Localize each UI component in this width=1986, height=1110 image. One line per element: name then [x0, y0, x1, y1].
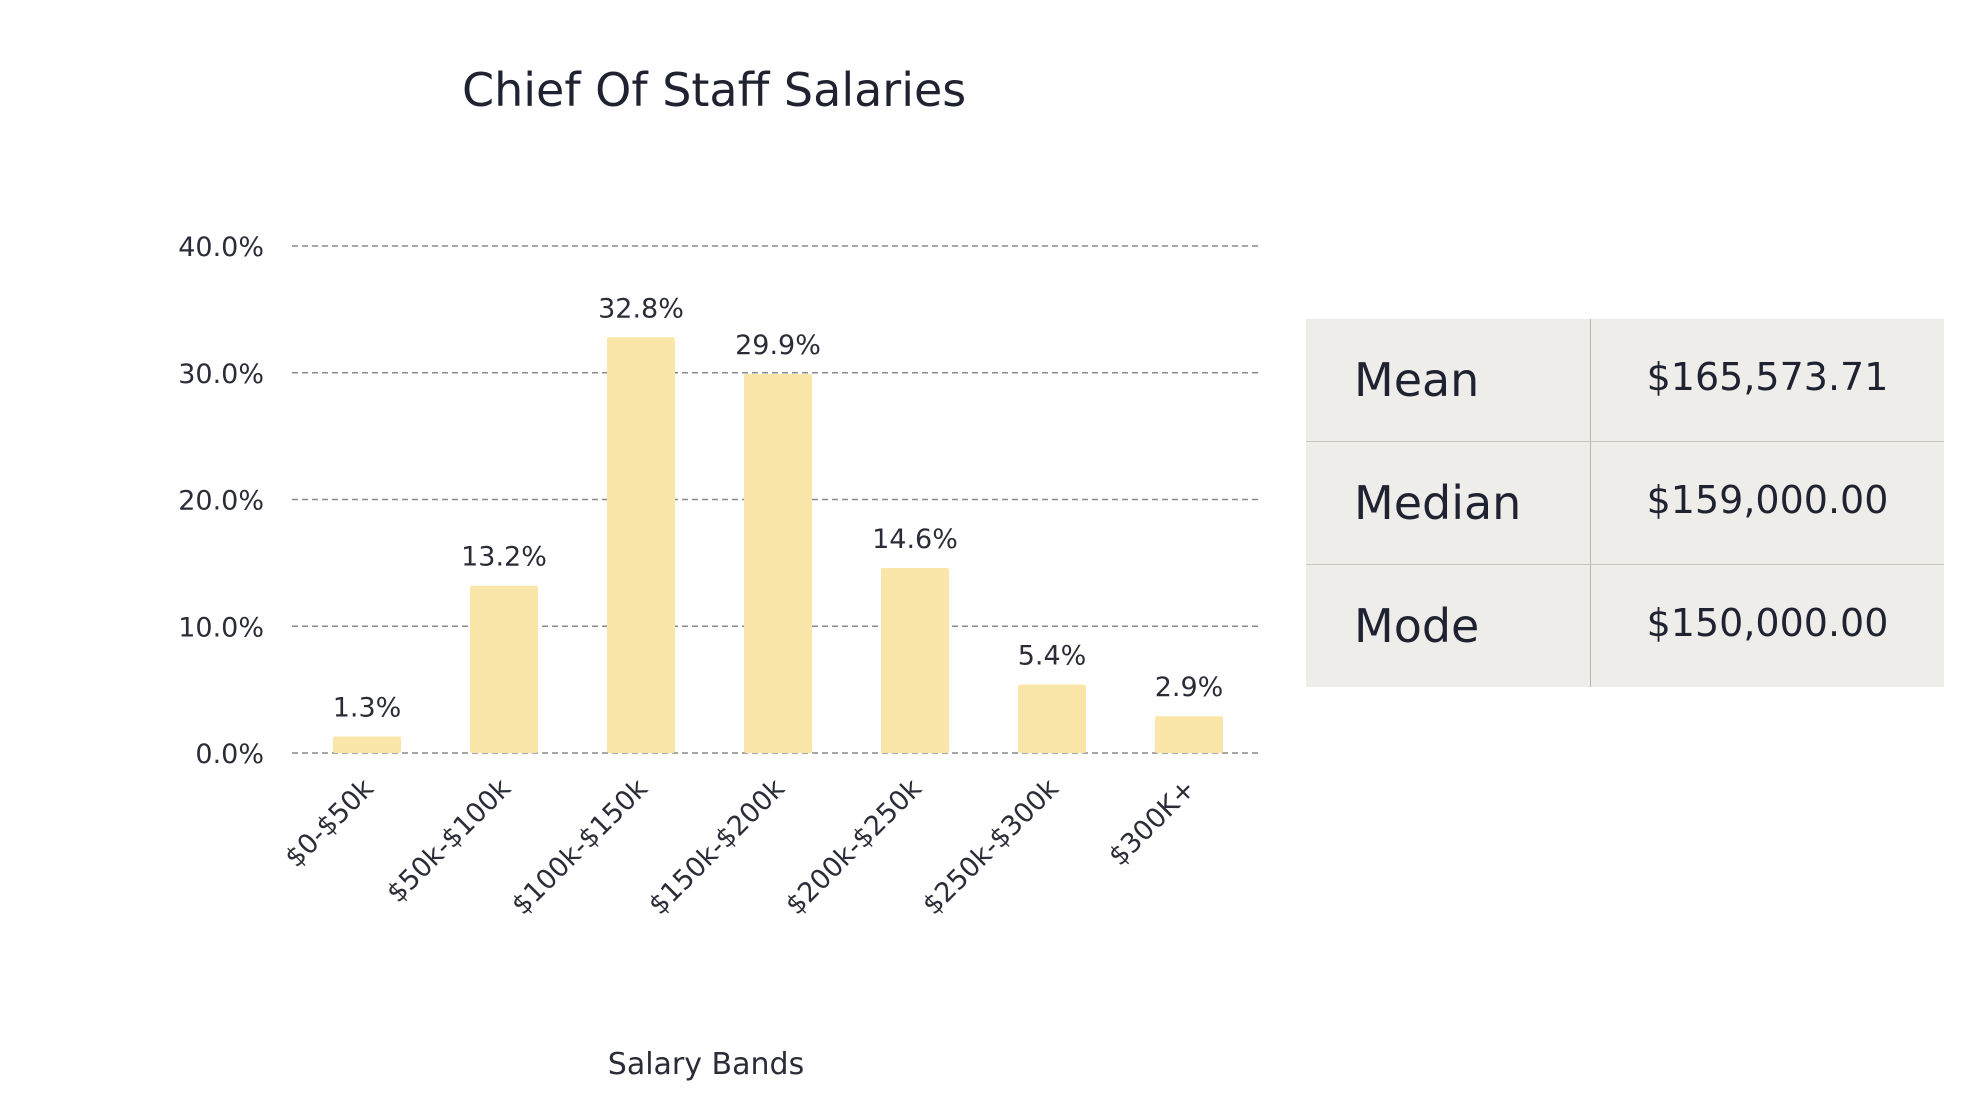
y-tick-label: 0.0%: [195, 739, 264, 770]
x-tick-label: $250k-$300k: [917, 773, 1065, 921]
x-tick-label: $100k-$150k: [506, 773, 654, 921]
stat-value: $159,000.00: [1590, 441, 1944, 565]
data-label: 32.8%: [598, 293, 684, 324]
stat-label: Mode: [1306, 564, 1591, 687]
stat-value: $165,573.71: [1590, 319, 1944, 442]
bar: [1018, 684, 1086, 753]
y-tick-label: 20.0%: [178, 486, 264, 517]
stat-label: Median: [1306, 441, 1591, 565]
data-label: 14.6%: [872, 524, 958, 555]
y-tick-label: 30.0%: [178, 359, 264, 390]
x-tick-label: $200k-$250k: [780, 773, 928, 921]
bar: [1155, 716, 1223, 753]
x-tick-label: $0-$50k: [279, 773, 380, 874]
bar: [333, 736, 401, 753]
bar: [881, 567, 949, 753]
bar: [470, 585, 538, 753]
data-label: 1.3%: [333, 693, 402, 724]
x-tick-label: $150k-$200k: [643, 773, 791, 921]
x-axis-title: Salary Bands: [608, 1047, 804, 1082]
y-tick-label: 10.0%: [178, 612, 264, 643]
stat-label: Mean: [1306, 319, 1591, 442]
data-label: 5.4%: [1018, 641, 1087, 672]
y-tick-label: 40.0%: [178, 232, 264, 263]
x-tick-label: $50k-$100k: [381, 773, 517, 909]
stats-row-mode: Mode $150,000.00: [1306, 564, 1944, 687]
chart-title: Chief Of Staff Salaries: [462, 63, 966, 117]
data-label: 29.9%: [735, 330, 821, 361]
stats-row-median: Median $159,000.00: [1306, 441, 1944, 565]
x-axis-ticks: $0-$50k $50k-$100k$100k-$150k$150k-$200k$…: [279, 773, 1202, 921]
bar: [607, 337, 675, 753]
stat-value: $150,000.00: [1646, 601, 1889, 645]
data-label: 2.9%: [1155, 672, 1224, 703]
stats-table: Mean $165,573.71 Median $159,000.00 Mode…: [1306, 319, 1944, 687]
data-label: 13.2%: [461, 542, 547, 573]
bars: [333, 337, 1223, 753]
data-labels: 1.3% 13.2% 32.8% 29.9% 14.6% 5.4% 2.9%: [333, 293, 1224, 723]
bar: [744, 374, 812, 753]
y-axis-ticks: 0.0% 10.0% 20.0% 30.0% 40.0%: [178, 232, 264, 770]
stats-row-mean: Mean $165,573.71: [1306, 319, 1944, 442]
x-tick-label: $300K+: [1103, 773, 1202, 872]
